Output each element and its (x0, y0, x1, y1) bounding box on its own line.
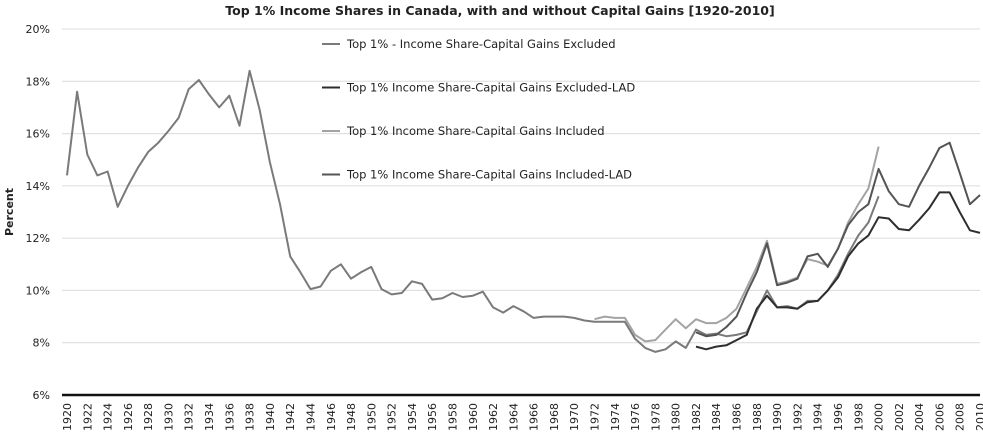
series-line-3 (594, 146, 880, 343)
x-tick-label: 1942 (284, 403, 297, 431)
x-tick-label: 1950 (365, 403, 378, 431)
x-tick-label: 1924 (102, 403, 115, 431)
x-tick-label: 1962 (487, 403, 500, 431)
y-tick-label: 12% (26, 232, 50, 245)
y-tick-label: 20% (26, 23, 50, 36)
x-tick-label: 1958 (446, 403, 459, 431)
chart-title: Top 1% Income Shares in Canada, with and… (225, 3, 774, 18)
x-tick-label: 1934 (203, 403, 216, 431)
x-tick-label: 1972 (589, 403, 602, 431)
x-tick-label: 2004 (913, 403, 926, 431)
x-tick-label: 2008 (954, 403, 967, 431)
series-line-1 (66, 69, 880, 353)
x-tick-label: 2002 (893, 403, 906, 431)
x-tick-label: 1978 (649, 403, 662, 431)
x-tick-label: 1988 (751, 403, 764, 431)
y-tick-label: 10% (26, 284, 50, 297)
x-tick-label: 1926 (122, 403, 135, 431)
x-tick-label: 2000 (873, 403, 886, 431)
x-tick-label: 1984 (710, 403, 723, 431)
x-tick-label: 1990 (771, 403, 784, 431)
x-tick-label: 1960 (467, 403, 480, 431)
x-tick-label: 1946 (325, 403, 338, 431)
x-tick-label: 1920 (61, 403, 74, 431)
x-tick-label: 1922 (81, 403, 94, 431)
x-tick-label: 1976 (629, 403, 642, 431)
y-tick-label: 14% (26, 180, 50, 193)
x-tick-label: 1932 (183, 403, 196, 431)
x-tick-label: 1952 (386, 403, 399, 431)
y-tick-label: 18% (26, 75, 50, 88)
x-tick-label: 1980 (670, 403, 683, 431)
x-tick-label: 1994 (812, 403, 825, 431)
x-tick-label: 1938 (244, 403, 257, 431)
x-tick-label: 1928 (142, 403, 155, 431)
x-tick-label: 1936 (223, 403, 236, 431)
x-tick-label: 1956 (426, 403, 439, 431)
x-tick-label: 1948 (345, 403, 358, 431)
x-tick-label: 1966 (528, 403, 541, 431)
x-tick-label: 1992 (791, 403, 804, 431)
y-tick-label: 6% (33, 389, 50, 402)
x-tick-label: 1998 (852, 403, 865, 431)
x-tick-label: 2010 (974, 403, 983, 431)
legend-label: Top 1% Income Share-Capital Gains Exclud… (346, 81, 635, 95)
x-tick-label: 1974 (609, 403, 622, 431)
series-line-2 (695, 191, 981, 351)
x-tick-label: 1986 (731, 403, 744, 431)
x-tick-label: 1954 (406, 403, 419, 431)
x-tick-label: 1940 (264, 403, 277, 431)
legend: Top 1% - Income Share-Capital Gains Excl… (322, 37, 635, 182)
x-tick-label: 1930 (162, 403, 175, 431)
y-tick-label: 16% (26, 128, 50, 141)
x-tick-label: 1944 (304, 403, 317, 431)
series-line-4 (695, 141, 981, 338)
legend-label: Top 1% Income Share-Capital Gains Includ… (346, 168, 632, 182)
y-axis-label: Percent (3, 188, 16, 236)
y-tick-label: 8% (33, 337, 50, 350)
x-tick-label: 1996 (832, 403, 845, 431)
x-tick-label: 1964 (507, 403, 520, 431)
x-tick-label: 1968 (548, 403, 561, 431)
legend-label: Top 1% - Income Share-Capital Gains Excl… (346, 37, 616, 51)
x-tick-label: 2006 (933, 403, 946, 431)
legend-label: Top 1% Income Share-Capital Gains Includ… (346, 124, 605, 138)
x-tick-label: 1970 (568, 403, 581, 431)
x-tick-label: 1982 (690, 403, 703, 431)
